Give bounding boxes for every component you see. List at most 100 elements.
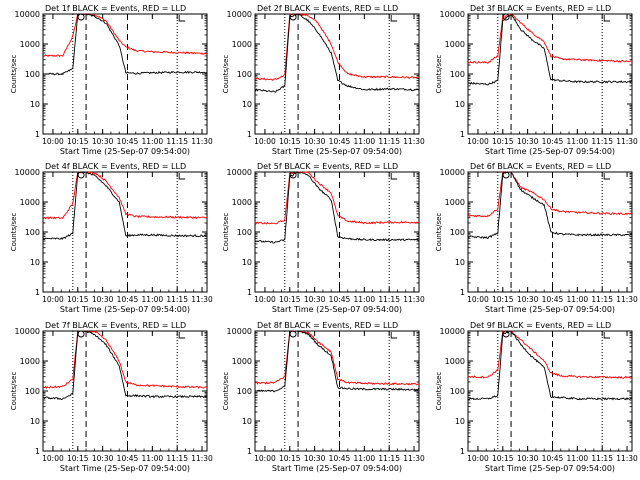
- x-tick-label: 11:15: [166, 454, 188, 463]
- y-tick-label: 10: [30, 258, 40, 267]
- y-axis-label: Counts/sec: [222, 372, 230, 411]
- y-axis-label: Counts/sec: [435, 55, 443, 94]
- x-axis-label: Start Time (25-Sep-07 09:54:00): [60, 305, 190, 314]
- y-tick-label: 10000: [227, 10, 252, 19]
- step-marker-icon: [603, 15, 611, 22]
- panel: Det 2f BLACK = Events, RED = LLD 1 10 100 10…: [222, 4, 425, 156]
- events-series-line: [467, 14, 633, 86]
- lld-series-line: [254, 171, 420, 225]
- y-tick-label: 10000: [440, 327, 465, 336]
- x-tick-label: 10:15: [67, 137, 89, 146]
- x-tick-label: 10:30: [92, 295, 114, 304]
- y-tick-label: 10: [242, 100, 252, 109]
- panel-title: Det 6f BLACK = Events, RED = LLD: [470, 162, 611, 171]
- x-tick-label: 10:45: [117, 454, 139, 463]
- x-tick-label: 10:15: [279, 295, 301, 304]
- x-tick-label: 10:45: [542, 454, 564, 463]
- x-tick-label: 10:30: [517, 454, 539, 463]
- lld-series-line: [254, 330, 420, 386]
- y-tick-label: 100: [25, 228, 40, 237]
- panel: Det 5f BLACK = Events, RED = LLD 1 10 100 10…: [222, 162, 425, 314]
- x-tick-label: 11:00: [567, 454, 589, 463]
- x-tick-label: 11:30: [403, 137, 425, 146]
- panel-title: Det 5f BLACK = Events, RED = LLD: [257, 162, 398, 171]
- x-tick-label: 10:45: [329, 454, 351, 463]
- y-tick-label: 10000: [227, 327, 252, 336]
- step-marker-icon: [178, 332, 186, 339]
- peak-circle-marker: [77, 13, 85, 21]
- y-axis-label: Counts/sec: [10, 55, 18, 94]
- events-series-line: [42, 171, 208, 241]
- y-tick-label: 100: [237, 228, 252, 237]
- x-tick-label: 11:30: [403, 295, 425, 304]
- x-tick-label: 10:15: [67, 295, 89, 304]
- y-tick-label: 1000: [445, 357, 465, 366]
- x-tick-label: 11:00: [567, 295, 589, 304]
- panel-title: Det 7f BLACK = Events, RED = LLD: [45, 321, 186, 330]
- x-tick-label: 11:30: [191, 137, 213, 146]
- x-tick-label: 11:15: [378, 454, 400, 463]
- y-tick-label: 100: [450, 228, 465, 237]
- panel-title: Det 2f BLACK = Events, RED = LLD: [257, 4, 398, 13]
- y-axis-label: Counts/sec: [435, 372, 443, 411]
- y-axis-label: Counts/sec: [10, 213, 18, 252]
- lld-series-line: [42, 330, 208, 390]
- y-axis-label: Counts/sec: [10, 372, 18, 411]
- y-tick-label: 10: [30, 417, 40, 426]
- lld-series-line: [42, 171, 207, 220]
- panel: Det 9f BLACK = Events, RED = LLD 1 10 100 10…: [435, 321, 638, 473]
- x-tick-label: 10:45: [117, 295, 139, 304]
- panel-title: Det 4f BLACK = Events, RED = LLD: [45, 162, 186, 171]
- y-tick-label: 10000: [440, 10, 465, 19]
- y-tick-label: 100: [237, 387, 252, 396]
- x-tick-label: 10:15: [279, 137, 301, 146]
- plot-frame: [254, 330, 420, 452]
- x-tick-label: 10:45: [329, 137, 351, 146]
- y-tick-label: 10: [242, 417, 252, 426]
- y-tick-label: 1: [35, 130, 40, 139]
- step-marker-icon: [178, 15, 186, 22]
- y-tick-label: 10: [242, 258, 252, 267]
- x-tick-label: 10:45: [117, 137, 139, 146]
- events-series-line: [467, 171, 633, 240]
- y-tick-label: 1: [247, 130, 252, 139]
- x-axis-label: Start Time (25-Sep-07 09:54:00): [60, 147, 190, 156]
- x-tick-label: 10:15: [492, 137, 514, 146]
- lld-series-line: [467, 13, 633, 64]
- x-tick-label: 11:15: [591, 295, 613, 304]
- panel-title: Det 1f BLACK = Events, RED = LLD: [45, 4, 186, 13]
- x-tick-label: 11:30: [616, 137, 638, 146]
- x-tick-label: 10:30: [92, 454, 114, 463]
- y-tick-label: 10: [30, 100, 40, 109]
- x-tick-label: 10:00: [254, 137, 276, 146]
- y-tick-label: 1000: [232, 198, 252, 207]
- y-tick-label: 10: [455, 258, 465, 267]
- plot-frame: [42, 13, 208, 135]
- x-tick-label: 11:30: [616, 454, 638, 463]
- x-axis-label: Start Time (25-Sep-07 09:54:00): [485, 464, 615, 473]
- peak-circle-marker: [502, 13, 510, 21]
- y-tick-label: 1: [460, 130, 465, 139]
- plot-frame: [254, 13, 420, 135]
- panel: Det 1f BLACK = Events, RED = LLD 1 10 100 10…: [10, 4, 213, 156]
- y-tick-label: 1000: [232, 357, 252, 366]
- events-series-line: [467, 330, 633, 401]
- x-tick-label: 11:30: [403, 454, 425, 463]
- x-tick-label: 11:30: [191, 295, 213, 304]
- peak-circle-marker: [289, 171, 297, 179]
- y-tick-label: 1000: [445, 40, 465, 49]
- step-marker-icon: [390, 332, 398, 339]
- y-axis-label: Counts/sec: [222, 213, 230, 252]
- x-tick-label: 10:15: [492, 454, 514, 463]
- x-tick-label: 11:00: [142, 137, 164, 146]
- y-tick-label: 1: [247, 447, 252, 456]
- y-tick-label: 100: [450, 387, 465, 396]
- x-tick-label: 10:00: [42, 295, 64, 304]
- x-tick-label: 10:45: [542, 137, 564, 146]
- x-tick-label: 10:30: [304, 295, 326, 304]
- step-marker-icon: [178, 173, 186, 180]
- y-tick-label: 100: [237, 70, 252, 79]
- step-marker-icon: [603, 332, 611, 339]
- x-axis-label: Start Time (25-Sep-07 09:54:00): [485, 305, 615, 314]
